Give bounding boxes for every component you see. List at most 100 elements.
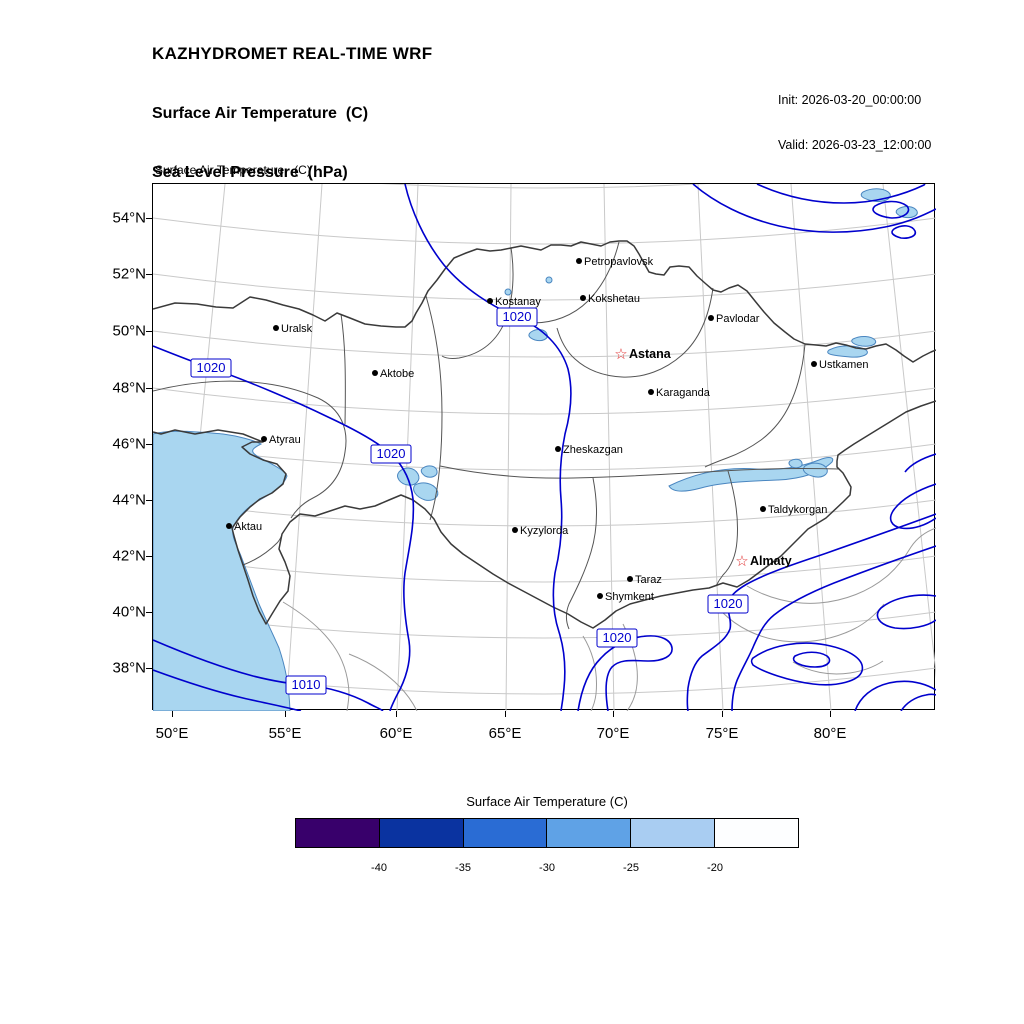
graticule-grid xyxy=(153,184,936,711)
lon-tick-label: 70°E xyxy=(596,725,630,742)
city-label: Pavlodar xyxy=(716,313,760,325)
lat-tickmark xyxy=(146,274,152,275)
city-label: Ustkamen xyxy=(819,359,869,371)
isobar-value-label: 1020 xyxy=(603,630,632,645)
isobar-value-label: 1010 xyxy=(292,677,321,692)
colorbar-segment xyxy=(715,819,798,847)
north-lake xyxy=(895,206,918,219)
city-label: Taldykorgan xyxy=(768,504,827,516)
capital-label: Almaty xyxy=(750,554,792,568)
city-label: Zheskazgan xyxy=(563,444,623,456)
city-marker xyxy=(487,298,493,304)
city-label: Petropavlovsk xyxy=(584,256,654,268)
small-lake xyxy=(504,288,512,296)
lat-tickmark xyxy=(146,556,152,557)
colorbar-ticks: -40 -35 -30 -25 -20 xyxy=(295,848,799,878)
city-marker xyxy=(597,593,603,599)
colorbar-segment xyxy=(379,819,464,847)
city-marker xyxy=(576,258,582,264)
city-marker xyxy=(760,506,766,512)
city-label: Aktobe xyxy=(380,368,414,380)
aral-sea-north xyxy=(420,465,438,478)
lon-tickmark xyxy=(285,711,286,717)
run-info: Init: 2026-03-20_00:00:00 Valid: 2026-03… xyxy=(778,63,931,168)
lat-tickmark xyxy=(146,612,152,613)
city-marker xyxy=(555,446,561,452)
colorbar-tick-label: -20 xyxy=(707,862,723,874)
national-border xyxy=(153,240,936,629)
lat-tick-label: 38°N xyxy=(112,659,146,677)
colorbar-segment xyxy=(463,819,548,847)
lat-tickmark xyxy=(146,444,152,445)
lat-tickmark xyxy=(146,388,152,389)
city-label: Aktau xyxy=(234,521,262,533)
isobar-label-box xyxy=(190,358,232,378)
city-label: Kyzylorda xyxy=(520,525,569,537)
lat-tick-label: 54°N xyxy=(112,209,146,227)
colorbar-tick-label: -25 xyxy=(623,862,639,874)
lon-axis: 50°E 55°E 60°E 65°E 70°E 75°E 80°E xyxy=(152,711,935,751)
lat-tick-label: 52°N xyxy=(112,265,146,283)
city-marker xyxy=(648,389,654,395)
isobar-value-label: 1020 xyxy=(197,360,226,375)
header-subtitle-pressure: Sea Level Pressure (hPa) xyxy=(152,164,348,181)
city-marker xyxy=(261,436,267,442)
lat-tickmark xyxy=(146,218,152,219)
header-subtitle-temperature: Surface Air Temperature (C) xyxy=(152,105,369,122)
lat-tickmark xyxy=(146,668,152,669)
lake-tengiz xyxy=(528,329,548,342)
valid-time: Valid: 2026-03-23_12:00:00 xyxy=(778,138,932,152)
isobar-label-box xyxy=(707,594,749,614)
lon-tick-label: 80°E xyxy=(813,725,847,742)
city-marker xyxy=(226,523,232,529)
lat-tickmark xyxy=(146,331,152,332)
lake-alakol xyxy=(802,462,828,478)
lon-tickmark xyxy=(172,711,173,717)
colorbar-segment xyxy=(296,819,380,847)
kazakhstan-map: 1020 1020 1020 1020 1020 1010 Petropavlovsk Kos… xyxy=(153,184,936,711)
isobar-value-label: 1020 xyxy=(714,596,743,611)
capital-label: Astana xyxy=(629,347,672,361)
lon-tick-label: 55°E xyxy=(268,725,302,742)
isobar-label-box xyxy=(370,444,412,464)
map-frame: 1020 1020 1020 1020 1020 1010 Petropavlovsk Kos… xyxy=(152,183,936,711)
city-marker xyxy=(811,361,817,367)
lon-tickmark xyxy=(396,711,397,717)
city-marker xyxy=(708,315,714,321)
lon-tickmark xyxy=(505,711,506,717)
isobar-label-box xyxy=(285,675,327,695)
city-marker xyxy=(512,527,518,533)
colorbar xyxy=(295,818,799,848)
lon-tickmark xyxy=(613,711,614,717)
lat-tickmark xyxy=(146,500,152,501)
isobar-value-label: 1020 xyxy=(377,446,406,461)
city-label: Karaganda xyxy=(656,387,711,399)
caspian-sea xyxy=(153,430,291,711)
colorbar-tick-label: -30 xyxy=(539,862,555,874)
aral-sea xyxy=(397,467,420,486)
map-note-temperature: Surface Air Temperature (C) xyxy=(155,163,311,177)
city-label: Atyrau xyxy=(269,434,301,446)
lon-tick-label: 75°E xyxy=(705,725,739,742)
city-label: Taraz xyxy=(635,574,662,586)
capital-star-icon: ☆ xyxy=(735,553,748,570)
lon-tick-label: 65°E xyxy=(488,725,522,742)
water-bodies xyxy=(153,188,918,711)
lon-tickmark xyxy=(722,711,723,717)
city-label: Uralsk xyxy=(281,323,313,335)
lat-tick-label: 40°N xyxy=(112,603,146,621)
capital-star-icon: ☆ xyxy=(614,346,627,363)
city-label: Shymkent xyxy=(605,591,654,603)
lat-tick-label: 46°N xyxy=(112,435,146,453)
city-marker xyxy=(580,295,586,301)
colorbar-segment xyxy=(631,819,716,847)
isobar-label-box xyxy=(596,628,638,648)
city-marker xyxy=(627,576,633,582)
city-marker xyxy=(372,370,378,376)
legend-title: Surface Air Temperature (C) xyxy=(466,794,628,809)
lat-tick-label: 44°N xyxy=(112,491,146,509)
header: KAZHYDROMET REAL-TIME WRF Surface Air Te… xyxy=(152,8,432,200)
colorbar-segment xyxy=(547,819,632,847)
lon-tick-label: 60°E xyxy=(379,725,413,742)
